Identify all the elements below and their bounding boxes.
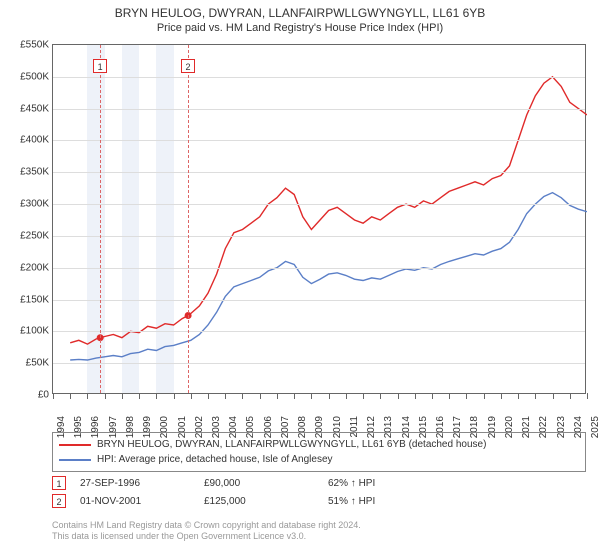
footer-attribution: Contains HM Land Registry data © Crown c… xyxy=(52,520,586,543)
y-axis-label: £50K xyxy=(5,358,49,369)
series-hpi xyxy=(70,193,587,360)
sales-row-1: 1 27-SEP-1996 £90,000 62% ↑ HPI xyxy=(52,474,586,492)
sale-marker-1: 1 xyxy=(52,476,66,490)
plot-area: £0£50K£100K£150K£200K£250K£300K£350K£400… xyxy=(52,44,586,394)
y-axis-label: £250K xyxy=(5,230,49,241)
y-axis-label: £500K xyxy=(5,71,49,82)
sales-table: 1 27-SEP-1996 £90,000 62% ↑ HPI 2 01-NOV… xyxy=(52,474,586,510)
y-axis-label: £400K xyxy=(5,135,49,146)
legend: BRYN HEULOG, DWYRAN, LLANFAIRPWLLGWYNGYL… xyxy=(52,432,586,472)
legend-label-hpi: HPI: Average price, detached house, Isle… xyxy=(97,452,333,467)
y-axis-label: £100K xyxy=(5,326,49,337)
sale-marker-2: 2 xyxy=(52,494,66,508)
chart-container: BRYN HEULOG, DWYRAN, LLANFAIRPWLLGWYNGYL… xyxy=(0,0,600,560)
x-axis-label: 2025 xyxy=(590,416,600,446)
chart-area: £0£50K£100K£150K£200K£250K£300K£350K£400… xyxy=(52,44,586,394)
legend-label-subject: BRYN HEULOG, DWYRAN, LLANFAIRPWLLGWYNGYL… xyxy=(97,437,486,452)
sale-price-2: £125,000 xyxy=(204,496,314,507)
page-title: BRYN HEULOG, DWYRAN, LLANFAIRPWLLGWYNGYL… xyxy=(0,0,600,22)
sale-delta-2: 51% ↑ HPI xyxy=(328,496,375,507)
y-axis-label: £200K xyxy=(5,262,49,273)
y-axis-label: £0 xyxy=(5,390,49,401)
y-axis-label: £550K xyxy=(5,40,49,51)
legend-swatch-hpi xyxy=(59,459,91,461)
y-axis-label: £450K xyxy=(5,103,49,114)
sale-marker-box-1: 1 xyxy=(93,59,107,73)
sale-date-2: 01-NOV-2001 xyxy=(80,496,190,507)
footer-line-1: Contains HM Land Registry data © Crown c… xyxy=(52,520,586,531)
legend-row-subject: BRYN HEULOG, DWYRAN, LLANFAIRPWLLGWYNGYL… xyxy=(59,437,579,452)
sale-delta-1: 62% ↑ HPI xyxy=(328,478,375,489)
sale-price-1: £90,000 xyxy=(204,478,314,489)
page-subtitle: Price paid vs. HM Land Registry's House … xyxy=(0,22,600,38)
sale-marker-box-2: 2 xyxy=(181,59,195,73)
series-subject xyxy=(70,77,587,344)
legend-row-hpi: HPI: Average price, detached house, Isle… xyxy=(59,452,579,467)
sale-date-1: 27-SEP-1996 xyxy=(80,478,190,489)
y-axis-label: £300K xyxy=(5,199,49,210)
legend-swatch-subject xyxy=(59,444,91,446)
series-svg xyxy=(53,45,587,395)
footer-line-2: This data is licensed under the Open Gov… xyxy=(52,531,586,542)
sales-row-2: 2 01-NOV-2001 £125,000 51% ↑ HPI xyxy=(52,492,586,510)
y-axis-label: £150K xyxy=(5,294,49,305)
y-axis-label: £350K xyxy=(5,167,49,178)
